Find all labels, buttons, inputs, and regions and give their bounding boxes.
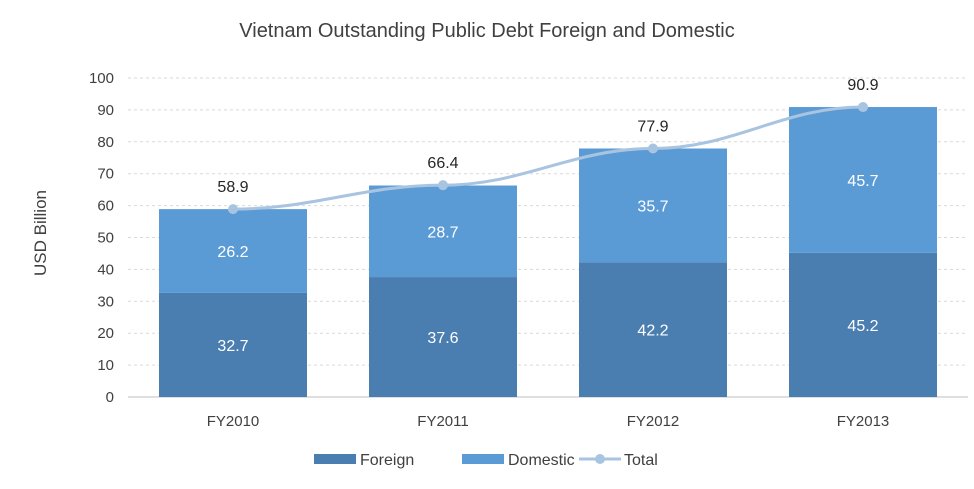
bar-foreign (159, 292, 307, 397)
y-tick-label: 80 (97, 134, 114, 151)
bar-value-label: 35.7 (637, 198, 668, 215)
total-marker (858, 102, 868, 113)
bar-value-label: 45.2 (847, 318, 878, 335)
y-tick-label: 50 (97, 230, 114, 247)
total-value-label: 58.9 (217, 179, 248, 196)
bar-layer (159, 107, 937, 397)
x-tick-label: FY2010 (207, 413, 260, 430)
bar-value-label: 42.2 (637, 323, 668, 340)
line-total (232, 105, 864, 211)
legend-label-domestic: Domestic (508, 452, 575, 469)
chart-title: Vietnam Outstanding Public Debt Foreign … (239, 20, 735, 42)
label-layer: 32.7 26.2 FY2010 37.6 28.7 FY2011 42.2 35.7 FY20… (207, 77, 890, 430)
total-marker (648, 143, 658, 154)
y-tick-label: 30 (97, 293, 114, 310)
bar-value-label: 32.7 (217, 338, 248, 355)
bar-domestic (369, 185, 517, 278)
legend-swatch-domestic (462, 454, 504, 464)
y-tick-label: 90 (97, 102, 114, 119)
y-tick-label: 70 (97, 166, 114, 183)
bar-value-label: 26.2 (217, 244, 248, 261)
y-tick-label: 100 (89, 70, 114, 87)
legend-label-foreign: Foreign (360, 452, 414, 469)
legend-swatch-foreign (314, 454, 356, 464)
x-tick-label: FY2013 (837, 413, 890, 430)
total-value-label: 90.9 (847, 77, 878, 94)
y-tick-label: 40 (97, 261, 114, 278)
legend: Foreign Domestic Total (314, 452, 658, 469)
total-marker (228, 204, 238, 215)
bar-domestic (579, 148, 727, 263)
line-layer (228, 102, 868, 215)
bar-domestic (159, 209, 307, 293)
x-tick-label: FY2011 (417, 413, 468, 430)
bar-foreign (369, 277, 517, 397)
bar-domestic (789, 107, 937, 253)
total-value-label: 77.9 (637, 118, 668, 135)
legend-marker-total (595, 454, 605, 464)
y-tick-label: 20 (97, 325, 114, 342)
bar-value-label: 37.6 (427, 330, 458, 347)
total-marker (438, 180, 448, 191)
y-tick-label: 10 (97, 357, 114, 374)
x-tick-label: FY2012 (627, 413, 680, 430)
bar-foreign (789, 252, 937, 397)
bar-value-label: 28.7 (427, 224, 458, 241)
y-axis-title: USD Billion (31, 190, 50, 276)
y-tick-label: 60 (97, 198, 114, 215)
total-value-label: 66.4 (427, 155, 458, 172)
y-tick-label: 0 (106, 389, 114, 406)
bar-value-label: 45.7 (847, 173, 878, 190)
legend-label-total: Total (624, 452, 658, 469)
bar-foreign (579, 262, 727, 397)
